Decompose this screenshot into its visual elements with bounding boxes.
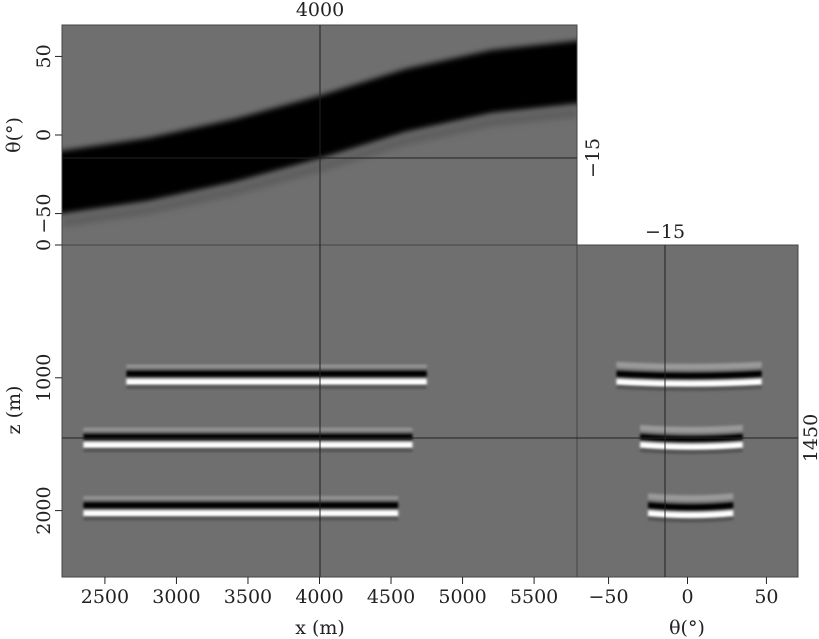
crosshair-theta-top-label: −15 xyxy=(645,221,685,243)
right-reflector-2-sidelobe-top xyxy=(640,424,743,433)
crosshair-x-label: 4000 xyxy=(296,0,344,21)
x-tick-label: 4500 xyxy=(367,586,415,608)
x-tick-label: 4000 xyxy=(295,586,343,608)
main-reflector-2-trough xyxy=(83,433,413,440)
theta-tick-label: −50 xyxy=(589,586,629,608)
top-theta-tick-label: 0 xyxy=(33,129,55,141)
x-tick-label: 5000 xyxy=(438,586,486,608)
main-reflector-3-trough xyxy=(83,502,399,509)
main-reflector-1-peak xyxy=(126,378,427,385)
z-tick-label: 1000 xyxy=(33,354,55,402)
right-panel-background xyxy=(577,245,798,577)
z-tick-label: 2000 xyxy=(33,486,55,534)
x-tick-label: 3500 xyxy=(224,586,272,608)
right-reflector-1-sidelobe-top xyxy=(616,361,762,370)
right-reflector-1-peak xyxy=(616,378,762,387)
main-reflector-3-peak xyxy=(83,510,399,517)
right-reflector-1-trough xyxy=(616,370,762,379)
top-theta-tick-label: 50 xyxy=(33,44,55,68)
theta-tick-label: 0 xyxy=(681,586,693,608)
main-reflector-1-sidelobe-bottom xyxy=(126,385,427,389)
main-reflector-2-sidelobe-top xyxy=(83,427,413,431)
theta-tick-label: 50 xyxy=(754,586,778,608)
top-ylabel: θ(°) xyxy=(3,117,25,153)
main-xlabel: x (m) xyxy=(295,617,345,639)
main-reflector-3-sidelobe-bottom xyxy=(83,517,399,521)
main-reflector-2-peak xyxy=(83,441,413,448)
main-reflector-3-sidelobe-top xyxy=(83,496,399,500)
main-reflector-1-sidelobe-top xyxy=(126,364,427,368)
right-reflector-2-peak xyxy=(640,441,743,450)
z-tick-label: 0 xyxy=(33,239,55,251)
right-reflector-3-trough xyxy=(648,502,734,511)
right-xlabel: θ(°) xyxy=(669,617,705,639)
x-tick-label: 2500 xyxy=(81,586,129,608)
main-reflector-1-trough xyxy=(126,370,427,377)
right-reflector-3-sidelobe-bottom xyxy=(648,517,734,523)
main-ylabel: z (m) xyxy=(3,386,25,435)
right-panel xyxy=(577,245,798,577)
right-reflector-3-peak xyxy=(648,510,734,519)
crosshair-theta-side-label: −15 xyxy=(582,138,604,178)
right-reflector-2-sidelobe-bottom xyxy=(640,448,743,454)
crosshair-z-label: 1450 xyxy=(800,414,819,462)
top-theta-tick-label: −50 xyxy=(33,194,55,234)
x-tick-label: 3000 xyxy=(152,586,200,608)
x-tick-label: 5500 xyxy=(510,586,558,608)
main-reflector-2-sidelobe-bottom xyxy=(83,448,413,452)
right-reflector-3-sidelobe-top xyxy=(648,493,734,502)
right-reflector-1-sidelobe-bottom xyxy=(616,385,762,391)
